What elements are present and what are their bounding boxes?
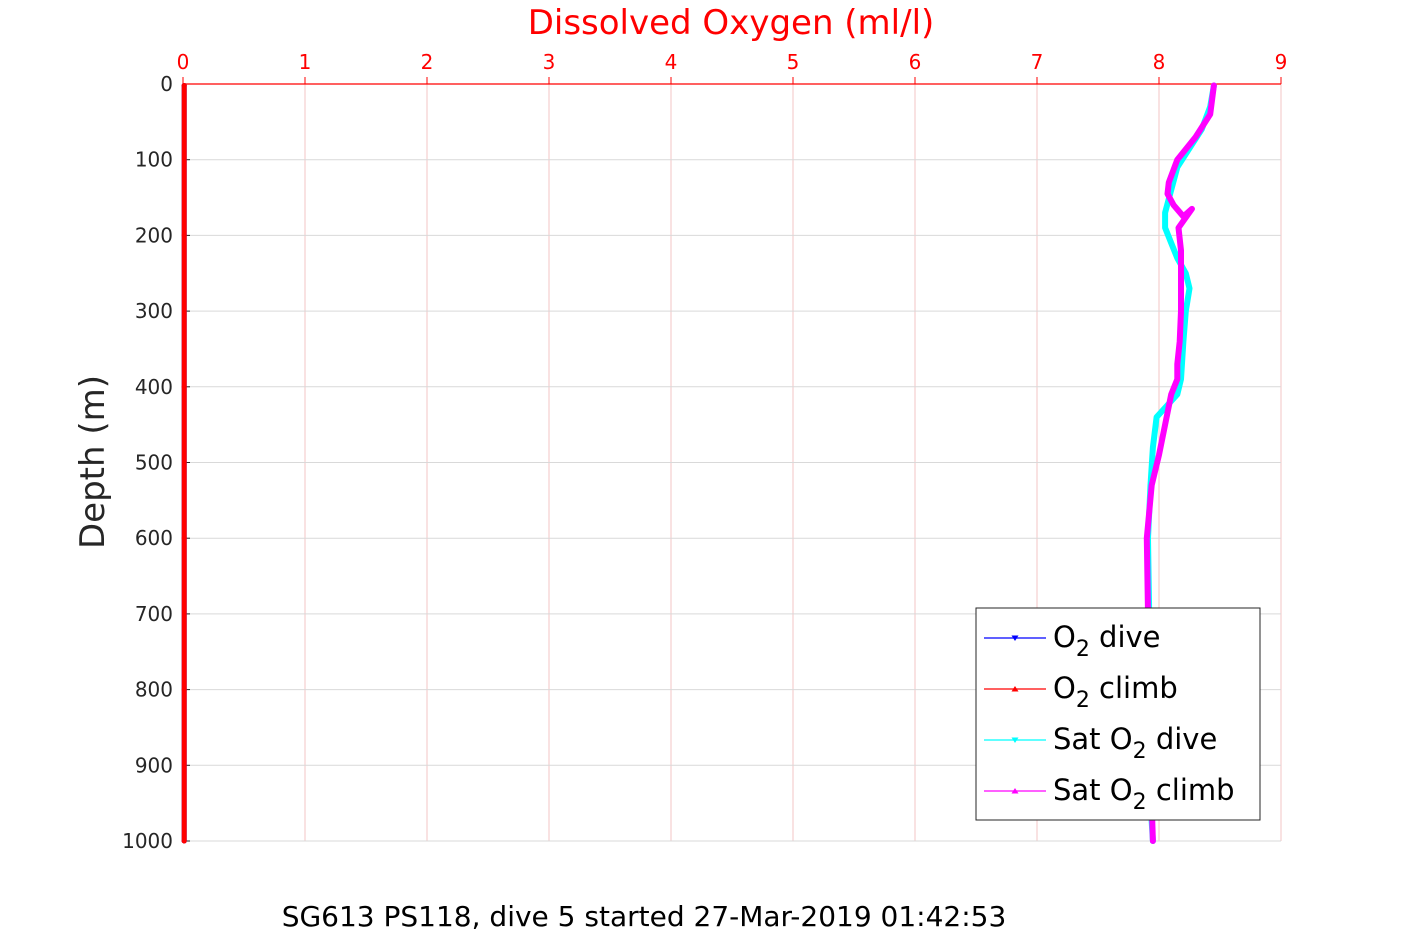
y-tick-label: 200 xyxy=(135,223,173,247)
legend-label-suffix: climb xyxy=(1090,671,1178,705)
data-point-sat-o2-climb xyxy=(1178,308,1184,314)
data-point-sat-o2-climb xyxy=(1149,482,1155,488)
data-point-sat-o2-climb xyxy=(1174,157,1180,163)
x-tick-label: 4 xyxy=(665,50,678,74)
data-point-sat-o2-dive xyxy=(1187,285,1192,291)
data-point-sat-o2-dive xyxy=(1154,414,1160,420)
legend-label-suffix: dive xyxy=(1090,620,1161,654)
data-point-o2-climb xyxy=(181,687,187,693)
data-point-sat-o2-climb xyxy=(1171,202,1177,208)
x-tick-label: 6 xyxy=(909,50,922,74)
legend-label-suffix: dive xyxy=(1147,722,1218,756)
data-point-sat-o2-climb xyxy=(1174,376,1180,382)
y-tick-label: 800 xyxy=(135,678,173,702)
y-tick-label: 600 xyxy=(135,526,173,550)
data-point-sat-o2-climb xyxy=(1211,83,1217,88)
data-point-sat-o2-dive xyxy=(1174,391,1180,397)
data-point-o2-climb xyxy=(181,535,187,541)
data-point-sat-o2-climb xyxy=(1156,452,1162,458)
y-tick-label: 400 xyxy=(135,375,173,399)
data-point-sat-o2-dive xyxy=(1162,225,1168,231)
data-point-sat-o2-climb xyxy=(1178,248,1184,253)
legend-item-sat-o2-dive: Sat O2 dive xyxy=(984,722,1217,764)
y-tick-label: 0 xyxy=(160,72,173,96)
legend-label-subscript: 2 xyxy=(1076,688,1090,713)
legend-item-sat-o2-climb: Sat O2 climb xyxy=(984,773,1235,815)
legend-label-subscript: 2 xyxy=(1133,739,1147,764)
x-tick-label: 0 xyxy=(177,50,190,74)
x-tick-label: 3 xyxy=(543,50,556,74)
data-point-sat-o2-climb xyxy=(1178,278,1184,284)
legend-label-o2-climb: O2 climb xyxy=(1053,671,1178,713)
data-point-sat-o2-climb xyxy=(1207,111,1213,117)
data-point-sat-o2-dive xyxy=(1168,240,1174,246)
data-point-sat-o2-climb xyxy=(1162,422,1168,428)
data-point-sat-o2-climb xyxy=(1176,225,1181,231)
x-tick-label: 9 xyxy=(1275,50,1288,74)
series-layer xyxy=(181,82,1217,844)
legend-marker-o2-climb xyxy=(1011,686,1019,692)
chart-title: Dissolved Oxygen (ml/l) xyxy=(528,3,935,43)
data-point-sat-o2-dive xyxy=(1183,270,1189,276)
legend-label-base: O xyxy=(1110,722,1133,756)
data-point-sat-o2-dive xyxy=(1150,444,1156,450)
figure-caption: SG613 PS118, dive 5 started 27-Mar-2019 … xyxy=(282,900,1007,933)
data-point-o2-climb xyxy=(181,384,187,390)
data-point-sat-o2-climb xyxy=(1165,191,1170,197)
legend-label-sat-o2-climb: Sat O2 climb xyxy=(1053,773,1235,815)
legend-label-sat-o2-dive: Sat O2 dive xyxy=(1053,722,1217,764)
legend-marker-sat-o2-climb xyxy=(1011,788,1019,794)
legend-item-o2-dive: O2 dive xyxy=(984,620,1161,662)
data-point-sat-o2-dive xyxy=(1183,308,1189,314)
x-tick-label: 1 xyxy=(299,50,312,74)
data-point-o2-climb xyxy=(181,838,187,844)
y-tick-label: 100 xyxy=(135,148,173,172)
data-point-sat-o2-climb xyxy=(1193,134,1199,140)
legend-label-base: O xyxy=(1053,671,1076,705)
data-point-sat-o2-climb xyxy=(1168,391,1174,397)
legend-marker-sat-o2-dive xyxy=(1011,737,1019,743)
legend-label-o2-dive: O2 dive xyxy=(1053,620,1161,662)
x-tick-label: 7 xyxy=(1031,50,1044,74)
x-tick-label: 2 xyxy=(421,50,434,74)
y-tick-label: 700 xyxy=(135,602,173,626)
legend-label-prefix: Sat xyxy=(1053,773,1110,807)
data-point-sat-o2-climb xyxy=(1150,838,1156,844)
y-tick-label: 300 xyxy=(135,299,173,323)
legend-label-subscript: 2 xyxy=(1076,637,1090,662)
data-point-o2-climb xyxy=(181,83,187,88)
legend-label-prefix: Sat xyxy=(1053,722,1110,756)
data-point-o2-climb xyxy=(181,232,187,238)
x-tick-label: 8 xyxy=(1153,50,1166,74)
legend-label-subscript: 2 xyxy=(1133,790,1147,815)
legend-label-base: O xyxy=(1053,620,1076,654)
legend-label-suffix: climb xyxy=(1147,773,1235,807)
legend-box xyxy=(975,607,1261,821)
data-point-sat-o2-climb xyxy=(1144,535,1150,541)
x-tick-label: 5 xyxy=(787,50,800,74)
data-point-sat-o2-climb xyxy=(1180,214,1186,219)
data-point-sat-o2-dive xyxy=(1162,210,1168,216)
data-point-sat-o2-climb xyxy=(1177,338,1183,344)
y-tick-label: 500 xyxy=(135,451,173,475)
data-point-sat-o2-climb xyxy=(1174,361,1180,367)
legend-marker-o2-dive xyxy=(1011,635,1019,641)
y-tick-label: 900 xyxy=(135,753,173,777)
data-point-sat-o2-climb xyxy=(1189,206,1195,212)
y-tick-label: 1000 xyxy=(122,829,173,853)
data-point-sat-o2-climb xyxy=(1166,179,1172,185)
legend-label-base: O xyxy=(1110,773,1133,807)
legend-item-o2-climb: O2 climb xyxy=(984,671,1178,713)
y-axis-label: Depth (m) xyxy=(73,375,113,549)
